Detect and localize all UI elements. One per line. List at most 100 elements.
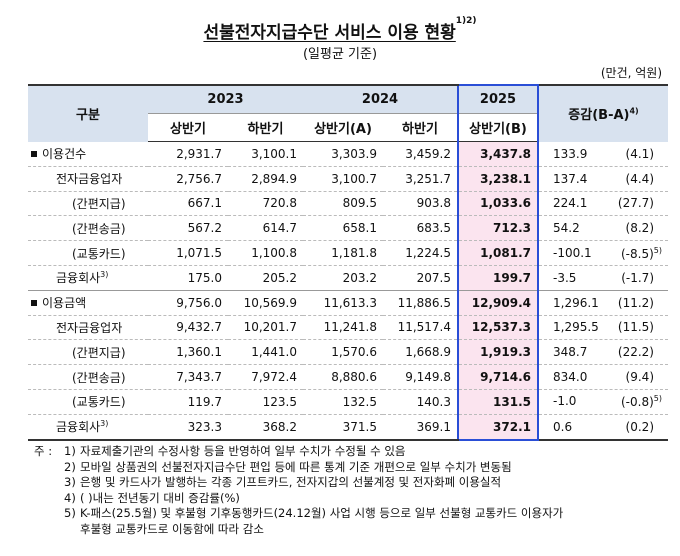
value-cell: 372.1	[457, 414, 539, 441]
value-cell: 1,441.0	[228, 339, 303, 366]
row-label: 금융회사3)	[28, 414, 148, 441]
value-cell: 368.2	[228, 414, 303, 441]
value-cell: 567.2	[148, 215, 228, 242]
value-cell: 1,668.9	[383, 339, 458, 366]
value-cell: 11,886.5	[383, 290, 458, 316]
row-label: (교통카드)	[28, 240, 148, 266]
value-cell: 2,756.7	[148, 166, 228, 192]
value-cell: 9,714.6	[457, 364, 539, 390]
value-cell: 2,931.7	[148, 141, 228, 167]
table-row: 이용건수 2,931.7 3,100.1 3,303.9 3,459.2 3,437.8 1…	[28, 141, 668, 167]
row-label: 전자금융업자	[28, 166, 148, 192]
value-cell: 3,238.1	[457, 166, 539, 192]
value-cell: 12,537.3	[457, 315, 539, 341]
table-row: (간편송금) 567.2 614.7 658.1 683.5 712.3 54.2 (8.2)	[28, 215, 668, 242]
table-row: 전자금융업자 9,432.7 10,201.7 11,241.8 11,517.4 12,…	[28, 315, 668, 341]
value-cell: 3,100.7	[303, 166, 383, 192]
change-cell: 1,295.5 (11.5)	[537, 315, 668, 341]
value-cell: 371.5	[303, 414, 383, 441]
value-cell: 199.7	[457, 265, 539, 291]
change-cell: 133.9 (4.1)	[537, 141, 668, 167]
table-row: 전자금융업자 2,756.7 2,894.9 3,100.7 3,251.7 3,238.…	[28, 166, 668, 192]
change-cell: -100.1 (-8.5)5)	[537, 240, 668, 266]
value-cell: 1,071.5	[148, 240, 228, 266]
row-label: (간편송금)	[28, 364, 148, 390]
header-2023-h2: 하반기	[228, 113, 303, 142]
value-cell: 1,081.7	[457, 240, 539, 266]
value-cell: 11,613.3	[303, 290, 383, 316]
value-cell: 3,100.1	[228, 141, 303, 167]
value-cell: 205.2	[228, 265, 303, 291]
value-cell: 10,569.9	[228, 290, 303, 316]
value-cell: 123.5	[228, 389, 303, 415]
footnote-item: 주 :1) 자료제출기관의 수정사항 등을 반영하여 일부 수치가 수정될 수 있…	[34, 444, 406, 458]
value-cell: 1,360.1	[148, 339, 228, 366]
value-cell: 9,149.8	[383, 364, 458, 390]
value-cell: 8,880.6	[303, 364, 383, 390]
value-cell: 1,033.6	[457, 191, 539, 217]
table-row: (교통카드) 119.7 123.5 132.5 140.3 131.5 -1.0 (-0.8…	[28, 389, 668, 415]
header-2025: 2025	[457, 84, 539, 114]
footnote-item: 3) 은행 및 카드사가 발행하는 각종 기프트카드, 전자지갑의 선불계정 및 …	[64, 475, 502, 489]
row-label: 전자금융업자	[28, 315, 148, 341]
value-cell: 7,972.4	[228, 364, 303, 390]
value-cell: 1,919.3	[457, 339, 539, 366]
value-cell: 175.0	[148, 265, 228, 291]
value-cell: 1,224.5	[383, 240, 458, 266]
table-row: 이용금액 9,756.0 10,569.9 11,613.3 11,886.5 12,90…	[28, 290, 668, 316]
change-cell: -1.0 (-0.8)5)	[537, 389, 668, 415]
value-cell: 2,894.9	[228, 166, 303, 192]
value-cell: 7,343.7	[148, 364, 228, 390]
value-cell: 3,303.9	[303, 141, 383, 167]
title-footnote: 1)2)	[455, 16, 477, 26]
value-cell: 683.5	[383, 215, 458, 242]
table-row: 금융회사3) 323.3 368.2 371.5 369.1 372.1 0.6 (0.2)	[28, 414, 668, 441]
value-cell: 614.7	[228, 215, 303, 242]
footnote-item: 4)( )내는 전년동기 대비 증감률(%)	[64, 490, 240, 505]
value-cell: 1,181.8	[303, 240, 383, 266]
value-cell: 119.7	[148, 389, 228, 415]
change-cell: -3.5 (-1.7)	[537, 265, 668, 291]
value-cell: 712.3	[457, 215, 539, 242]
value-cell: 3,251.7	[383, 166, 458, 192]
change-cell: 137.4 (4.4)	[537, 166, 668, 192]
row-label: 금융회사3)	[28, 265, 148, 291]
change-cell: 54.2 (8.2)	[537, 215, 668, 242]
value-cell: 140.3	[383, 389, 458, 415]
header-2023-h1: 상반기	[148, 113, 228, 142]
change-cell: 1,296.1 (11.2)	[537, 290, 668, 316]
table-row: 금융회사3) 175.0 205.2 203.2 207.5 199.7 -3.5 (-1.7…	[28, 265, 668, 291]
value-cell: 1,100.8	[228, 240, 303, 266]
value-cell: 3,437.8	[457, 141, 539, 167]
row-label: (교통카드)	[28, 389, 148, 415]
value-cell: 10,201.7	[228, 315, 303, 341]
header-2024-h1: 상반기(A)	[303, 113, 383, 142]
value-cell: 369.1	[383, 414, 458, 441]
value-cell: 903.8	[383, 191, 458, 217]
value-cell: 203.2	[303, 265, 383, 291]
unit-label: (만건, 억원)	[600, 66, 662, 80]
title-text: 선불전자지급수단 서비스 이용 현황	[203, 23, 456, 43]
header-change: 증감(B-A)4)	[537, 84, 668, 142]
footnote-item: 5) K-패스(25.5월) 및 후불형 기후동행카드(24.12월) 사업 시행…	[64, 506, 564, 520]
page-title: 선불전자지급수단 서비스 이용 현황1)2)	[0, 16, 680, 43]
row-label: (간편송금)	[28, 215, 148, 242]
value-cell: 9,432.7	[148, 315, 228, 341]
value-cell: 323.3	[148, 414, 228, 441]
change-cell: 348.7 (22.2)	[537, 339, 668, 366]
value-cell: 11,517.4	[383, 315, 458, 341]
row-label: 이용금액	[28, 290, 148, 316]
value-cell: 1,570.6	[303, 339, 383, 366]
footnotes: 주 :1) 자료제출기관의 수정사항 등을 반영하여 일부 수치가 수정될 수 있…	[34, 444, 563, 537]
value-cell: 9,756.0	[148, 290, 228, 316]
change-cell: 0.6 (0.2)	[537, 414, 668, 441]
value-cell: 12,909.4	[457, 290, 539, 316]
value-cell: 720.8	[228, 191, 303, 217]
table-row: (교통카드) 1,071.5 1,100.8 1,181.8 1,224.5 1,081.…	[28, 240, 668, 266]
row-label: (간편지급)	[28, 339, 148, 366]
header-category: 구분	[28, 84, 148, 142]
change-cell: 224.1 (27.7)	[537, 191, 668, 217]
header-2024-h2: 하반기	[383, 113, 458, 142]
value-cell: 3,459.2	[383, 141, 458, 167]
value-cell: 667.1	[148, 191, 228, 217]
